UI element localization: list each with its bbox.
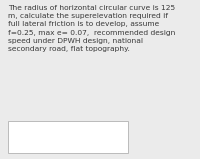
Text: The radius of horizontal circular curve is 125
m, calculate the superelevation r: The radius of horizontal circular curve …	[8, 5, 175, 52]
FancyBboxPatch shape	[8, 121, 128, 153]
